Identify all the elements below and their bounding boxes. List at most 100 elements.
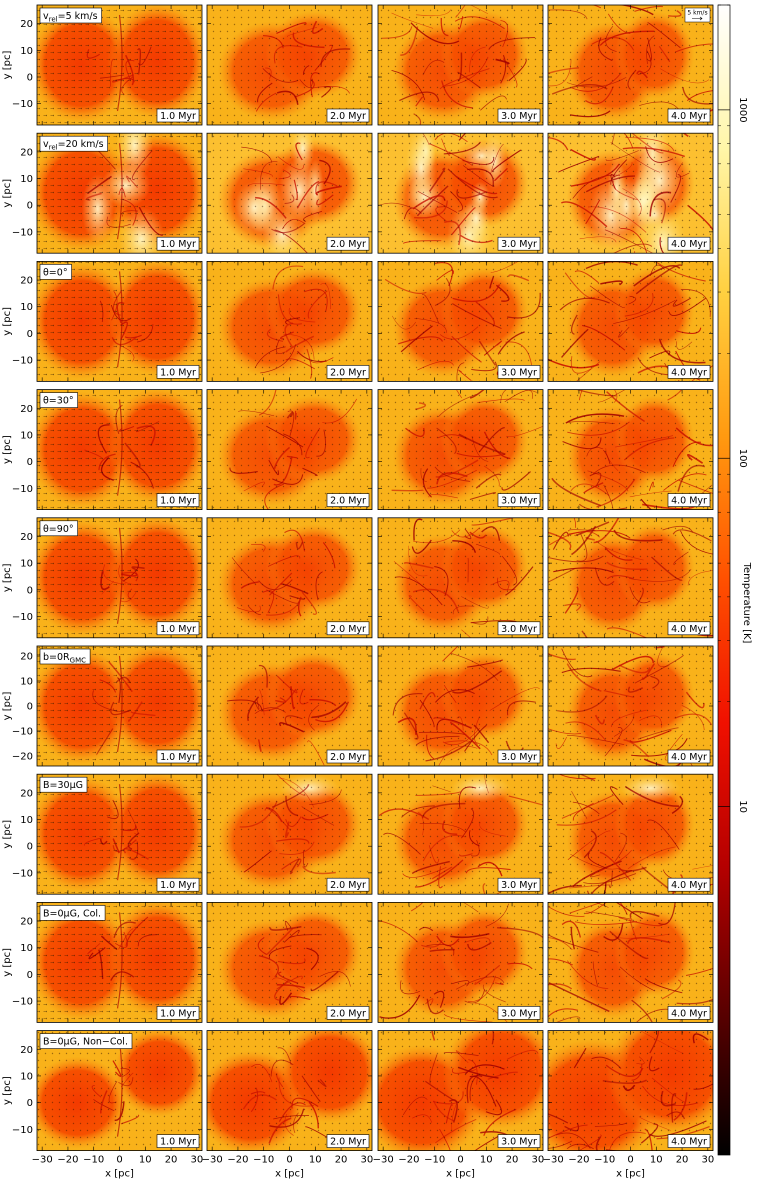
simulation-panel: 1.0 Myr B=30μG <box>36 773 203 895</box>
simulation-panel: 4.0 Myr <box>547 773 714 895</box>
y-axis-label: y [pc] <box>2 179 13 208</box>
time-label: 3.0 Myr <box>497 1134 541 1148</box>
time-label: 4.0 Myr <box>667 621 711 636</box>
y-tick-label: 0 <box>27 73 33 84</box>
x-tick-label: 30 <box>531 1155 544 1166</box>
simulation-panel: 4.0 Myr <box>547 645 714 767</box>
time-label-text: 4.0 Myr <box>671 111 707 122</box>
x-tick-label: −20 <box>227 1155 248 1166</box>
simulation-panel: 1.0 Myr θ=0° <box>36 260 203 382</box>
time-label-text: 3.0 Myr <box>501 880 537 891</box>
time-label: 1.0 Myr <box>156 108 200 123</box>
y-tick-label: −10 <box>12 227 33 238</box>
time-label-text: 3.0 Myr <box>501 496 537 507</box>
time-label-text: 1.0 Myr <box>160 1137 196 1148</box>
x-tick-label: −30 <box>543 1155 564 1166</box>
time-label: 3.0 Myr <box>497 108 541 123</box>
time-label-text: 2.0 Myr <box>330 1137 366 1148</box>
y-tick-label: 10 <box>20 174 33 185</box>
time-label-text: 4.0 Myr <box>671 880 707 891</box>
y-tick-label: 0 <box>27 842 33 853</box>
time-label: 3.0 Myr <box>497 236 541 251</box>
axes-annotations: 20 10 0 −10 y [pc] 20 10 0 −10 y [pc] 20 10 0 −10 y [p… <box>2 19 714 1179</box>
time-label: 2.0 Myr <box>326 365 370 379</box>
y-tick-label: 10 <box>20 559 33 570</box>
x-tick-label: 0 <box>116 1155 122 1166</box>
time-label: 1.0 Myr <box>156 749 200 764</box>
y-tick-label: −10 <box>12 727 33 738</box>
simulation-panel: 3.0 Myr <box>377 773 544 895</box>
y-tick-label: −10 <box>12 484 33 495</box>
x-axis-label: x [pc] <box>616 1169 645 1180</box>
time-label: 4.0 Myr <box>667 749 711 764</box>
time-label-text: 2.0 Myr <box>330 1008 366 1019</box>
x-tick-label: 30 <box>190 1155 203 1166</box>
time-label: 1.0 Myr <box>156 493 200 507</box>
x-tick-label: 30 <box>701 1155 714 1166</box>
colorbar-tick-label: 10 <box>737 800 748 813</box>
simulation-panel: 4.0 Myr 5 km/s <box>547 4 714 126</box>
colorbar-tick-label: 1000 <box>737 97 748 122</box>
simulation-panel: 2.0 Myr <box>206 4 373 126</box>
time-label: 3.0 Myr <box>497 493 541 507</box>
time-label-text: 1.0 Myr <box>160 496 196 507</box>
simulation-panel: 2.0 Myr <box>206 902 373 1023</box>
simulation-panel: 4.0 Myr <box>547 389 714 511</box>
y-tick-label: 10 <box>20 815 33 826</box>
y-tick-label: 20 <box>20 532 33 543</box>
time-label: 1.0 Myr <box>156 1006 200 1020</box>
time-label-text: 2.0 Myr <box>330 111 366 122</box>
model-label-text: θ=0° <box>43 267 68 278</box>
y-tick-label: −10 <box>12 868 33 879</box>
y-tick-label: 20 <box>20 276 33 287</box>
time-label-text: 4.0 Myr <box>671 239 707 250</box>
simulation-panel: 3.0 Myr <box>377 1030 544 1151</box>
time-label-text: 3.0 Myr <box>501 239 537 250</box>
model-label-text: vrel=20 km/s <box>43 139 104 152</box>
y-tick-label: 10 <box>20 302 33 313</box>
y-axis-label: y [pc] <box>2 435 13 464</box>
y-tick-label: −20 <box>12 752 33 763</box>
simulation-panel: 4.0 Myr <box>547 260 714 382</box>
time-label: 1.0 Myr <box>156 1134 200 1148</box>
simulation-panel: 1.0 Myr B=0μG, Col. <box>36 902 203 1023</box>
model-label-text: θ=30° <box>43 396 74 407</box>
time-label-text: 4.0 Myr <box>671 367 707 378</box>
simulation-panel: 2.0 Myr <box>206 517 373 639</box>
time-label: 4.0 Myr <box>667 1006 711 1020</box>
simulation-panel: 2.0 Myr <box>206 773 373 895</box>
y-tick-label: 20 <box>20 1045 33 1056</box>
x-tick-label: 30 <box>360 1155 373 1166</box>
model-label-text: B=30μG <box>43 780 83 791</box>
y-tick-label: −10 <box>12 612 33 623</box>
time-label: 1.0 Myr <box>156 365 200 379</box>
y-tick-label: 20 <box>20 147 33 158</box>
model-label-text: b=0RGMC <box>43 652 86 665</box>
x-tick-label: −20 <box>398 1155 419 1166</box>
time-label-text: 3.0 Myr <box>501 367 537 378</box>
time-label-text: 2.0 Myr <box>330 624 366 635</box>
time-label-text: 4.0 Myr <box>671 1008 707 1019</box>
y-tick-label: 10 <box>20 677 33 688</box>
y-axis-label: y [pc] <box>2 692 13 721</box>
simulation-panel: 2.0 Myr <box>206 1030 373 1151</box>
simulation-panel: 1.0 Myr vrel=5 km/s <box>36 4 203 126</box>
simulation-panel: 4.0 Myr <box>547 1030 714 1151</box>
time-label-text: 2.0 Myr <box>330 367 366 378</box>
x-tick-label: 10 <box>309 1155 322 1166</box>
simulation-panel: 3.0 Myr <box>377 389 544 511</box>
time-label: 4.0 Myr <box>667 877 711 892</box>
x-tick-label: −10 <box>594 1155 615 1166</box>
x-tick-label: −30 <box>373 1155 394 1166</box>
y-tick-label: 10 <box>20 46 33 57</box>
x-axis-label: x [pc] <box>275 1169 304 1180</box>
time-label: 2.0 Myr <box>326 108 370 123</box>
time-label: 1.0 Myr <box>156 877 200 892</box>
y-tick-label: 0 <box>27 457 33 468</box>
time-label-text: 4.0 Myr <box>671 752 707 763</box>
x-tick-label: 20 <box>335 1155 348 1166</box>
x-tick-label: −20 <box>568 1155 589 1166</box>
time-label-text: 3.0 Myr <box>501 624 537 635</box>
simulation-panel: 2.0 Myr <box>206 132 373 254</box>
simulation-panel: 2.0 Myr <box>206 260 373 382</box>
